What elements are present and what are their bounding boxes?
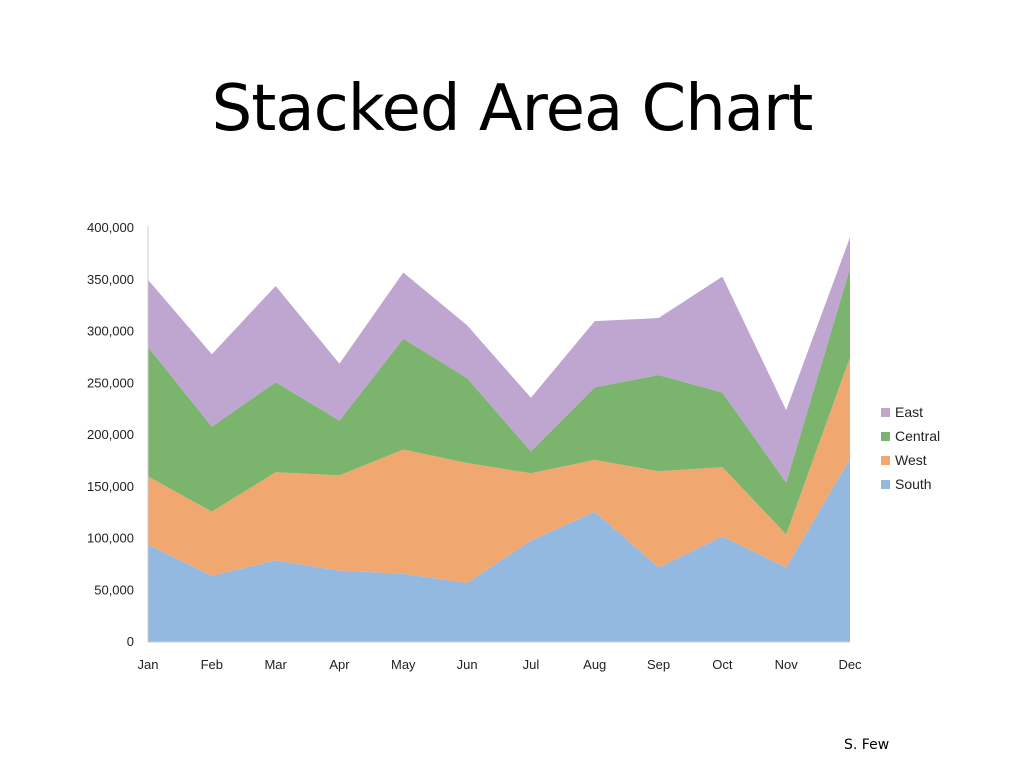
- area-west: [148, 357, 850, 583]
- x-tick-label: Mar: [264, 657, 287, 672]
- author-credit: S. Few: [844, 737, 890, 753]
- x-tick-label: Feb: [201, 657, 223, 672]
- x-tick-label: Jul: [523, 657, 540, 672]
- legend-swatch-east: [881, 408, 890, 417]
- y-tick-label: 200,000: [87, 427, 134, 442]
- chart-legend: East Central West South: [881, 404, 940, 492]
- area-central: [148, 268, 850, 535]
- x-tick-label: Jun: [457, 657, 478, 672]
- x-tick-label: Aug: [583, 657, 606, 672]
- x-tick-label: Sep: [647, 657, 670, 672]
- y-tick-label: 150,000: [87, 479, 134, 494]
- area-south: [148, 458, 850, 642]
- x-tick-label: Oct: [712, 657, 733, 672]
- legend-swatch-west: [881, 456, 890, 465]
- y-tick-label: 100,000: [87, 531, 134, 546]
- x-tick-label: Nov: [775, 657, 799, 672]
- x-tick-label: Dec: [838, 657, 862, 672]
- chart-axes: 0 50,000 100,000 150,000 200,000 250,000 300,0…: [87, 220, 862, 672]
- y-tick-label: 50,000: [94, 582, 134, 597]
- chart-areas: [148, 237, 850, 642]
- y-tick-label: 400,000: [87, 220, 134, 235]
- x-tick-label: Jan: [138, 657, 159, 672]
- legend-swatch-south: [881, 480, 890, 489]
- legend-label-central: Central: [895, 428, 940, 444]
- legend-swatch-central: [881, 432, 890, 441]
- x-tick-label: Apr: [329, 657, 350, 672]
- legend-label-west: West: [895, 452, 927, 468]
- y-tick-label: 350,000: [87, 272, 134, 287]
- y-tick-label: 0: [127, 634, 134, 649]
- area-east: [148, 237, 850, 483]
- x-tick-label: May: [391, 657, 416, 672]
- slide-title: Stacked Area Chart: [211, 72, 814, 146]
- legend-label-south: South: [895, 476, 932, 492]
- y-tick-label: 300,000: [87, 324, 134, 339]
- legend-label-east: East: [895, 404, 923, 420]
- y-tick-label: 250,000: [87, 375, 134, 390]
